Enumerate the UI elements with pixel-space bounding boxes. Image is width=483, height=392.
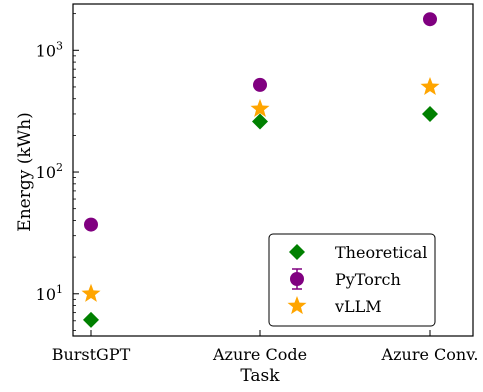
y-axis-label: Energy (kWh) [15,112,35,231]
theoretical-point-2 [422,105,438,122]
axis-ticks: BurstGPT Azure Code Azure Conv. 101 102 103 [36,13,479,364]
theoretical-point-1 [252,113,268,130]
pytorch-point-2 [423,12,437,27]
legend-item-pytorch: PyTorch [290,268,401,290]
legend-item-theoretical: Theoretical [289,243,427,262]
legend-label-theoretical: Theoretical [335,243,427,262]
y-tick-label: 102 [36,161,63,182]
vllm-point-0 [81,283,101,302]
legend-marker-pytorch [290,272,304,286]
pytorch-point-0 [84,217,98,232]
legend: Theoretical PyTorch vLLM [268,233,436,327]
legend-marker-theoretical [289,244,305,260]
vllm-point-1 [250,98,270,117]
theoretical-point-0 [83,311,99,328]
x-axis-label: Task [240,366,280,386]
y-tick-label: 101 [36,283,63,304]
legend-marker-vllm [287,296,307,315]
legend-item-vllm: vLLM [287,296,382,316]
vllm-point-2 [420,76,440,96]
plot-frame [72,3,474,337]
x-tick-label: Azure Code [212,345,307,364]
legend-frame [268,233,436,327]
data-marks [81,12,440,328]
x-tick-label: Azure Conv. [381,345,479,364]
legend-label-vllm: vLLM [334,297,382,316]
x-tick-label: BurstGPT [52,345,131,364]
pytorch-point-1 [253,77,267,92]
y-tick-label: 103 [36,39,63,60]
legend-label-pytorch: PyTorch [335,270,401,289]
